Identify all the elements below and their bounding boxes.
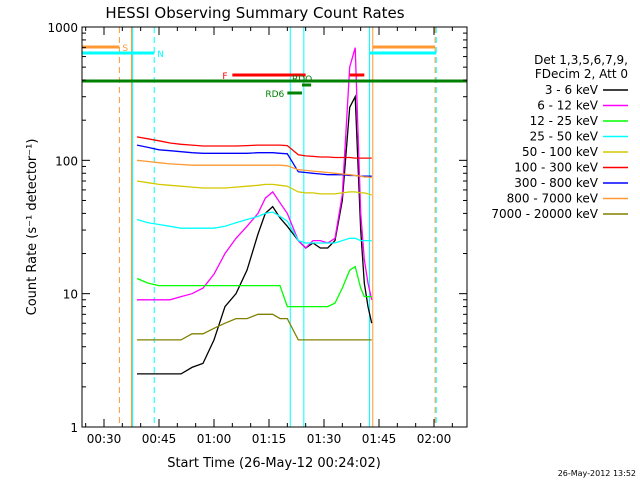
legend-label-5: 100 - 300 keV	[514, 161, 598, 175]
y-axis: 1 10 100 1000	[47, 21, 467, 435]
chart-title: HESSI Observing Summary Count Rates	[105, 4, 404, 22]
legend-label-4: 50 - 100 keV	[522, 145, 599, 159]
series-layer	[136, 47, 373, 375]
legend-label-2: 12 - 25 keV	[530, 114, 599, 128]
series-line-7	[136, 159, 372, 179]
plot-frame	[81, 26, 468, 428]
y-tick-label-3: 1000	[47, 21, 78, 35]
x-axis: 00:30 00:45 01:00 01:15 01:30 01:45 02:00	[85, 27, 453, 446]
series-line-5	[136, 136, 372, 159]
flag-label-4: RD6	[265, 90, 284, 100]
series-line-3	[136, 211, 372, 244]
series-line-0	[137, 94, 373, 375]
flag-label-1: N	[157, 50, 164, 60]
x-tick-label-0: 00:30	[87, 432, 122, 446]
legend-header-0: Det 1,3,5,6,7,9,	[534, 53, 628, 67]
x-tick-label-1: 00:45	[142, 432, 177, 446]
legend-header-1: FDecim 2, Att 0	[535, 67, 628, 81]
flag-label-2: F	[222, 72, 227, 82]
x-axis-label: Start Time (26-May-12 00:24:02)	[167, 456, 381, 471]
x-tick-label-2: 01:00	[197, 432, 232, 446]
legend-label-6: 300 - 800 keV	[514, 176, 598, 190]
series-line-1	[137, 47, 373, 301]
x-tick-label-5: 01:45	[362, 432, 397, 446]
x-tick-label-3: 01:15	[252, 432, 287, 446]
series-line-2	[136, 265, 372, 308]
flag-bars: SNFRDORD6	[82, 44, 467, 100]
y-axis-label: Count Rate (s⁻¹ detector⁻¹)	[25, 139, 40, 316]
legend-label-1: 6 - 12 keV	[537, 99, 599, 113]
flag-label-0: S	[122, 44, 128, 54]
x-tick-label-6: 02:00	[417, 432, 452, 446]
legend: Det 1,3,5,6,7,9,FDecim 2, Att 0 3 - 6 keV…	[491, 53, 628, 221]
legend-label-3: 25 - 50 keV	[530, 130, 599, 144]
series-line-4	[136, 180, 372, 196]
y-tick-label-0: 1	[70, 421, 78, 435]
y-tick-label-2: 100	[55, 154, 78, 168]
legend-label-7: 800 - 7000 keV	[507, 192, 599, 206]
y-tick-label-1: 10	[63, 288, 78, 302]
legend-label-0: 3 - 6 keV	[545, 83, 599, 97]
series-line-8	[137, 313, 372, 341]
timestamp: 26-May-2012 13:52	[558, 469, 636, 478]
legend-label-8: 7000 - 20000 keV	[491, 207, 598, 221]
x-tick-label-4: 01:30	[307, 432, 342, 446]
